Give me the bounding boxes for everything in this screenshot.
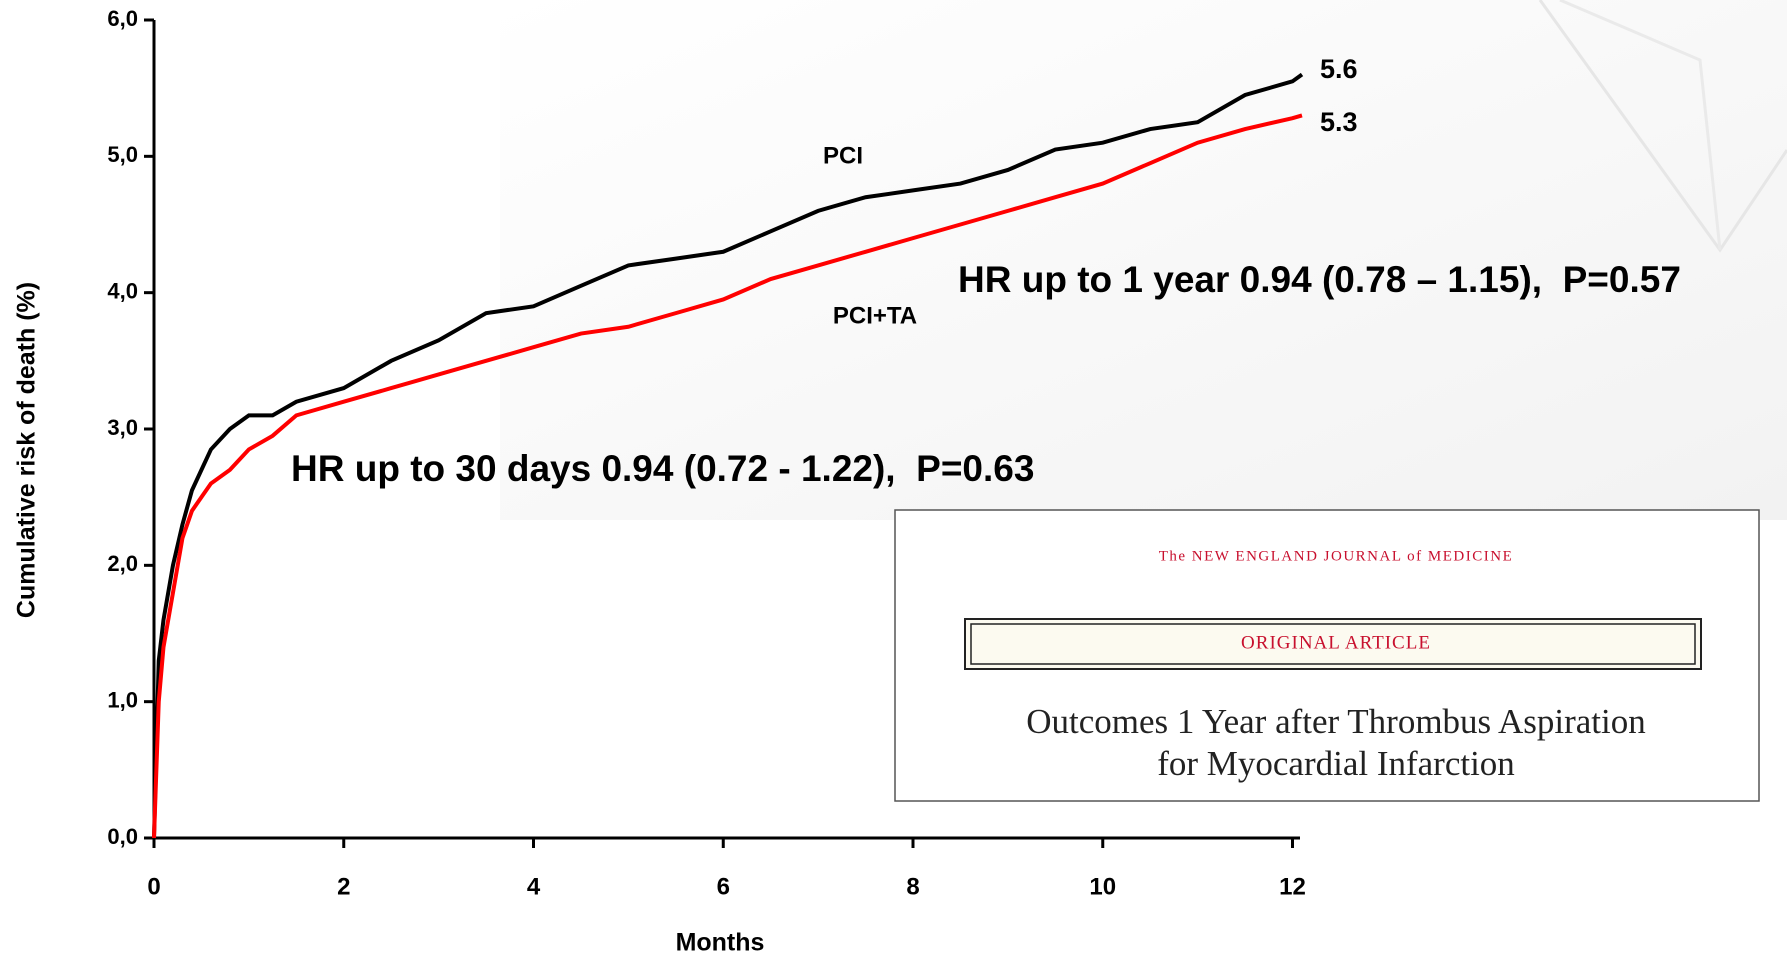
y-axis-label: Cumulative risk of death (%): [13, 282, 41, 618]
label-box: [964, 618, 1702, 670]
x-tick-label: 12: [1279, 873, 1306, 900]
journal-name: The NEW ENGLAND JOURNAL of MEDICINE: [1159, 548, 1514, 564]
x-tick-label: 6: [717, 873, 730, 900]
article-title: Outcomes 1 Year after Thrombus Aspiratio…: [1026, 702, 1646, 741]
y-tick-label: 4,0: [107, 278, 138, 303]
x-tick-label: 4: [527, 873, 541, 900]
y-tick-label: 5,0: [107, 142, 138, 167]
end-label: 5.3: [1320, 107, 1358, 137]
y-tick-label: 1,0: [107, 687, 138, 712]
y-tick-label: 0,0: [107, 824, 138, 849]
y-tick-label: 3,0: [107, 415, 138, 440]
x-tick-label: 2: [337, 873, 350, 900]
x-tick-label: 8: [906, 873, 919, 900]
x-tick-label: 10: [1089, 873, 1116, 900]
background: [500, 0, 1787, 520]
annotation: HR up to 30 days 0.94 (0.72 - 1.22), P=0…: [291, 448, 1034, 489]
survival-curve: [152, 113, 1303, 839]
annotation: HR up to 1 year 0.94 (0.78 – 1.15), P=0.…: [958, 259, 1681, 300]
label-box-inner: [970, 623, 1696, 665]
article-title: for Myocardial Infarction: [1157, 744, 1515, 783]
survival-curve: [152, 72, 1304, 839]
article-label: ORIGINAL ARTICLE: [1241, 632, 1431, 653]
series-label: PCI: [823, 142, 863, 169]
x-axis-label: Months: [676, 929, 765, 957]
series-label: PCI+TA: [833, 302, 917, 329]
y-tick-label: 2,0: [107, 551, 138, 576]
inset: The NEW ENGLAND JOURNAL of MEDICINE ORIG…: [894, 509, 1760, 802]
x-tick-label: 0: [147, 873, 160, 900]
y-tick-label: 6,0: [107, 6, 138, 31]
end-label: 5.6: [1320, 54, 1358, 84]
decoration: [1559, 0, 1722, 251]
